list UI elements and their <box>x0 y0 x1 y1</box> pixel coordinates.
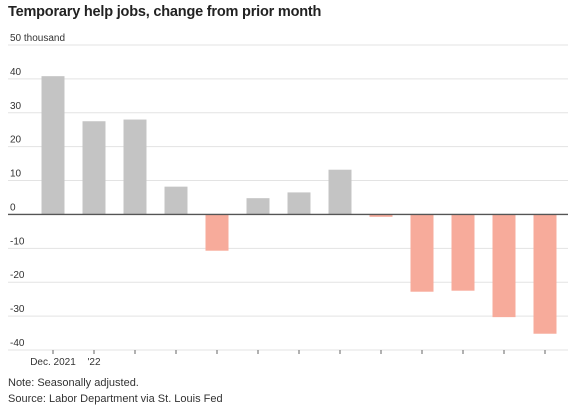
bar <box>41 76 65 215</box>
bar <box>410 214 434 292</box>
chart-title: Temporary help jobs, change from prior m… <box>8 4 322 20</box>
bar <box>369 214 393 217</box>
y-tick-label: -20 <box>10 270 25 281</box>
bar <box>287 192 311 215</box>
bar <box>492 214 516 318</box>
bar <box>82 121 106 215</box>
bar-chart: 50 thousand 40 30 20 10 0 -10 -20 -30 -40 Dec. 20… <box>8 33 568 368</box>
grid-lines <box>8 44 568 351</box>
y-tick-label: 0 <box>10 202 16 213</box>
bar <box>123 119 147 215</box>
y-tick-label: -40 <box>10 338 25 349</box>
source-line: Source: Labor Department via St. Louis F… <box>8 393 223 405</box>
bar <box>451 214 475 291</box>
bar <box>328 169 352 215</box>
y-tick-label: -10 <box>10 236 25 247</box>
y-tick-label: -30 <box>10 304 25 315</box>
bar <box>533 214 557 334</box>
y-tick-label: 30 <box>10 101 22 112</box>
bars <box>41 76 557 334</box>
y-tick-label: 10 <box>10 169 22 180</box>
y-axis-labels: 50 thousand 40 30 20 10 0 -10 -20 -30 -40 <box>10 33 65 349</box>
bar <box>246 198 270 215</box>
bar <box>205 214 229 251</box>
y-tick-label: 40 <box>10 67 22 78</box>
footnote: Note: Seasonally adjusted. <box>8 377 139 389</box>
x-axis: Dec. 2021 '22 <box>30 350 546 368</box>
y-tick-label: 50 thousand <box>10 33 65 44</box>
x-tick-label: '22 <box>87 357 100 368</box>
bar <box>164 186 188 215</box>
y-tick-label: 20 <box>10 135 22 146</box>
x-tick-label: Dec. 2021 <box>30 357 76 368</box>
